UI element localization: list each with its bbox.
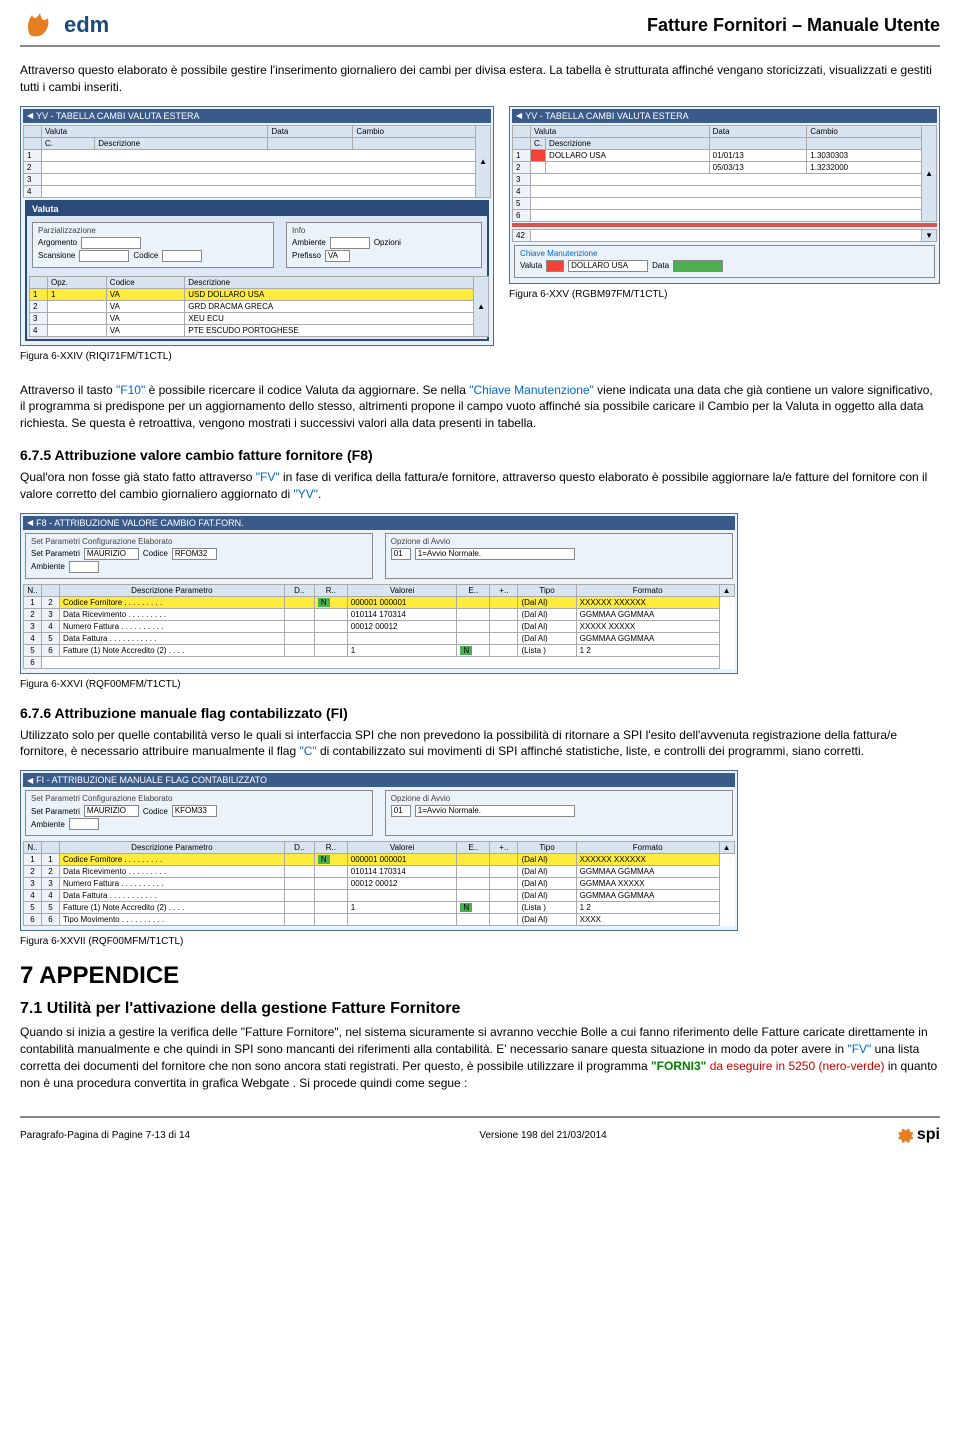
figures-row: YV - TABELLA CAMBI VALUTA ESTERA ValutaD…: [20, 106, 940, 377]
table-row[interactable]: 56Fatture (1) Note Accredito (2) . . . .…: [24, 644, 735, 656]
valuta-outer-table: ValutaDataCambio▲ C.Descrizione 1 2 3 4: [23, 125, 491, 198]
page-header: edm Fatture Fornitori – Manuale Utente: [20, 0, 940, 47]
footer-left: Paragrafo-Pagina di Pagine 7-13 di 14: [20, 1130, 190, 1141]
table-row[interactable]: 12Codice Fornitore . . . . . . . . .N000…: [24, 596, 735, 608]
table-row[interactable]: 66Tipo Movimento . . . . . . . . . .(Dal…: [24, 914, 735, 926]
footer-center: Versione 198 del 21/03/2014: [479, 1130, 606, 1141]
header-title: Fatture Fornitori – Manuale Utente: [647, 15, 940, 36]
fig24-caption: Figura 6-XXIV (RIQI71FM/T1CTL): [20, 351, 494, 362]
appendix-h1: 7 APPENDICE: [20, 962, 940, 990]
fig27-caption: Figura 6-XXVII (RQF00MFM/T1CTL): [20, 936, 940, 947]
page-footer: Paragrafo-Pagina di Pagine 7-13 di 14 Ve…: [20, 1116, 940, 1152]
fig26-caption: Figura 6-XXVI (RQF00MFM/T1CTL): [20, 679, 940, 690]
window-title: YV - TABELLA CAMBI VALUTA ESTERA: [23, 109, 491, 123]
popup-title: Valuta: [27, 202, 487, 216]
appendix-h2: 7.1 Utilità per l'attivazione della gest…: [20, 1000, 940, 1018]
heading-675: 6.7.5 Attribuzione valore cambio fatture…: [20, 447, 940, 463]
table-row[interactable]: 11Codice Fornitore . . . . . . . . .N000…: [24, 854, 735, 866]
logo-text: edm: [64, 12, 109, 38]
table-row[interactable]: 45Data Fattura . . . . . . . . . . .(Dal…: [24, 632, 735, 644]
screenshot-fig25: YV - TABELLA CAMBI VALUTA ESTERA ValutaD…: [509, 106, 940, 284]
table-row[interactable]: 44Data Fattura . . . . . . . . . . .(Dal…: [24, 890, 735, 902]
spi-logo: spi: [896, 1126, 940, 1144]
f10-paragraph: Attraverso il tasto "F10" è possibile ri…: [20, 382, 940, 432]
table-row[interactable]: 33Numero Fattura . . . . . . . . . .0001…: [24, 878, 735, 890]
param-table-27: N..Descrizione ParametroD..R..ValoreiE..…: [23, 841, 735, 926]
heading-676: 6.7.6 Attribuzione manuale flag contabil…: [20, 705, 940, 721]
edm-logo: edm: [20, 10, 109, 40]
para-675: Qual'ora non fosse già stato fatto attra…: [20, 469, 940, 503]
red-separator: [512, 223, 937, 227]
table-row[interactable]: 23Data Ricevimento . . . . . . . . .0101…: [24, 608, 735, 620]
screenshot-fig27: FI - ATTRIBUZIONE MANUALE FLAG CONTABILI…: [20, 770, 738, 931]
table-row[interactable]: 22Data Ricevimento . . . . . . . . .0101…: [24, 866, 735, 878]
intro-paragraph: Attraverso questo elaborato è possibile …: [20, 62, 940, 96]
appendix-para: Quando si inizia a gestire la verifica d…: [20, 1024, 940, 1091]
fig25-caption: Figura 6-XXV (RGBM97FM/T1CTL): [509, 289, 940, 300]
gear-icon: [896, 1126, 914, 1144]
window-title: YV - TABELLA CAMBI VALUTA ESTERA: [512, 109, 937, 123]
para-676: Utilizzato solo per quelle contabilità v…: [20, 727, 940, 761]
screenshot-fig26: F8 - ATTRIBUZIONE VALORE CAMBIO FAT.FORN…: [20, 513, 738, 674]
param-table-26: N..Descrizione ParametroD..R..ValoreiE..…: [23, 584, 735, 669]
screenshot-fig24: YV - TABELLA CAMBI VALUTA ESTERA ValutaD…: [20, 106, 494, 346]
table-row[interactable]: 34Numero Fattura . . . . . . . . . .0001…: [24, 620, 735, 632]
flame-icon: [20, 10, 60, 40]
table-row[interactable]: 55Fatture (1) Note Accredito (2) . . . .…: [24, 902, 735, 914]
